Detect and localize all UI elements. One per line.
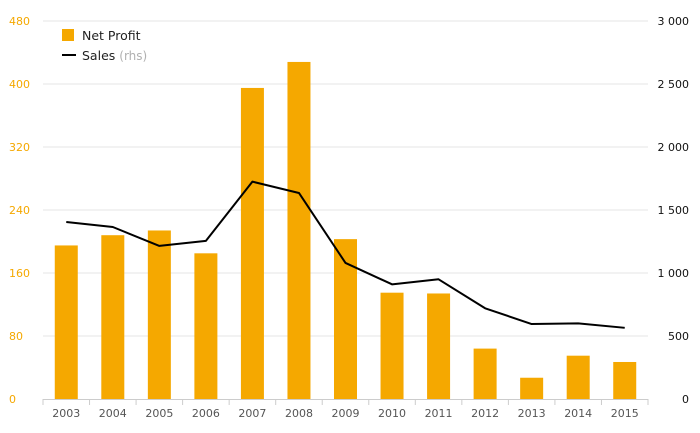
x-tick-label: 2004 [99,407,127,420]
bar-net-profit [147,230,171,399]
gridlines [43,20,648,337]
left-tick-label: 160 [9,267,30,280]
x-tick-label: 2005 [145,407,173,420]
right-axis-ticks: 0 500 1 000 1 500 2 000 2 500 3 000 [658,15,690,406]
bar-net-profit [240,87,264,399]
legend-label-sales-rhs: (rhs) [119,49,147,63]
left-tick-label: 240 [9,204,30,217]
left-tick-label: 400 [9,78,30,91]
bar-net-profit [54,245,78,399]
bar-net-profit [194,253,218,399]
right-tick-label: 0 [682,393,689,406]
bar-net-profit [613,361,637,399]
bar-net-profit [380,292,404,399]
x-tick-label: 2012 [471,407,499,420]
right-tick-label: 500 [668,330,689,343]
left-tick-label: 320 [9,141,30,154]
x-tick-label: 2007 [238,407,266,420]
right-tick-label: 2 000 [658,141,690,154]
legend: Net Profit Sales (rhs) [62,28,147,63]
x-tick-label: 2006 [192,407,220,420]
right-tick-label: 2 500 [658,78,690,91]
legend-label-sales-name: Sales [82,48,115,63]
right-tick-label: 3 000 [658,15,690,28]
legend-label-sales: Sales (rhs) [82,48,147,63]
bar-net-profit [520,377,544,399]
x-axis: 2003 2004 2005 2006 2007 2008 2009 2010 2011 2012… [42,399,649,420]
x-tick-label: 2008 [285,407,313,420]
x-tick-label: 2013 [518,407,546,420]
bar-net-profit [427,293,451,399]
right-tick-label: 1 500 [658,204,690,217]
sales-line-layer [66,180,625,329]
left-tick-label: 80 [9,330,23,343]
bar-net-profit [334,239,357,399]
bar-net-profit [101,235,125,399]
x-tick-label: 2003 [52,407,80,420]
x-tick-label: 2014 [564,407,592,420]
left-tick-label: 480 [9,15,30,28]
left-axis-ticks: 0 80 160 240 320 400 480 [9,15,30,406]
x-tick-label: 2010 [378,407,406,420]
x-tick-label: 2011 [425,407,453,420]
left-tick-label: 0 [9,393,16,406]
bar-net-profit [473,348,497,399]
net-profit-bars [54,61,637,399]
bar-net-profit [566,355,590,399]
bar-net-profit [287,61,311,399]
legend-swatch-net-profit [62,29,74,41]
legend-label-net-profit: Net Profit [82,28,141,43]
x-tick-label: 2015 [611,407,639,420]
right-tick-label: 1 000 [658,267,690,280]
x-tick-label: 2009 [332,407,360,420]
